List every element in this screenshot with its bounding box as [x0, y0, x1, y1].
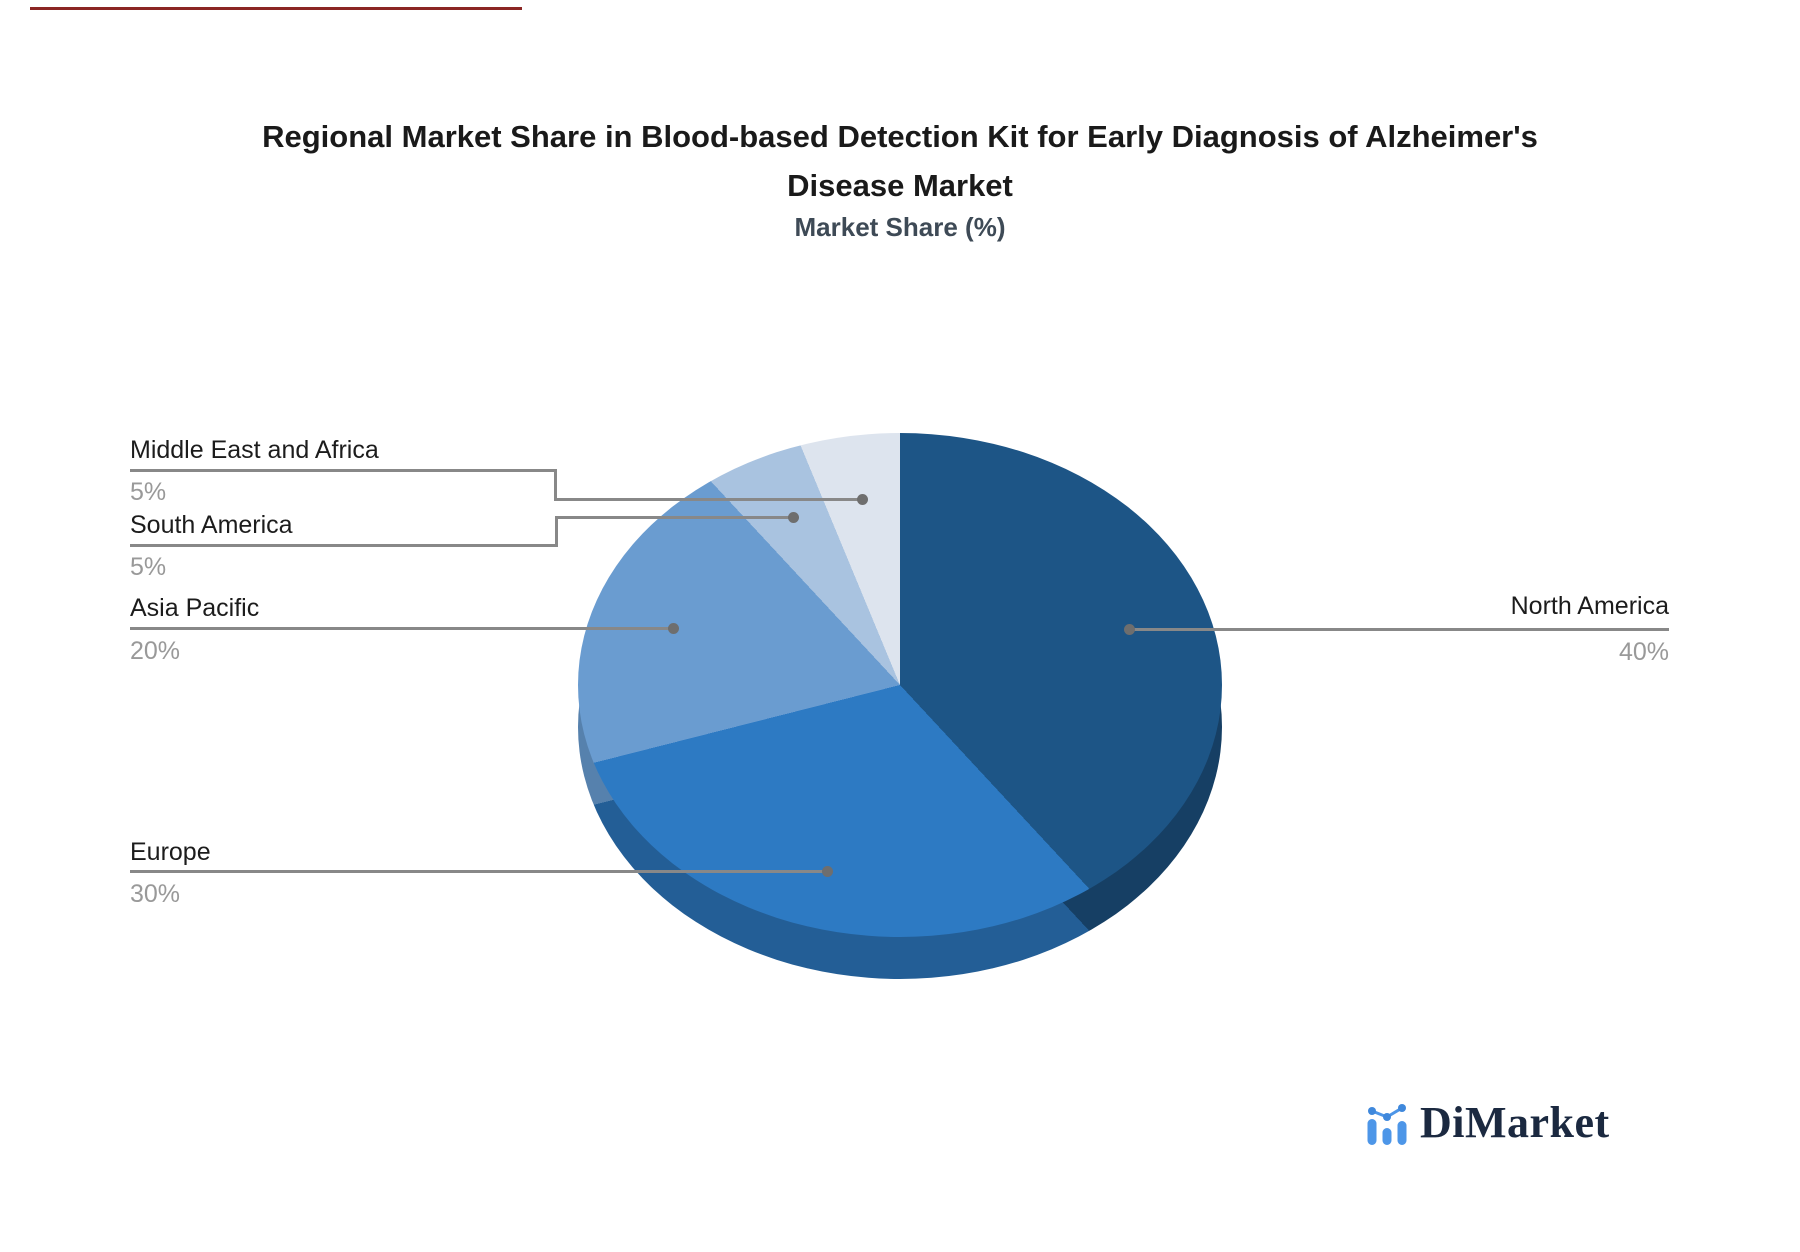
slice-label: Europe — [130, 838, 211, 866]
leader-line — [130, 627, 673, 630]
slice-label: Asia Pacific — [130, 594, 260, 622]
slice-value: 20% — [130, 637, 181, 665]
leader-dot — [1124, 624, 1135, 635]
chart-title: Regional Market Share in Blood-based Det… — [0, 112, 1800, 210]
slice-value: 5% — [130, 553, 167, 581]
leader-line — [130, 870, 827, 873]
chart-title-line2: Disease Market — [787, 168, 1013, 203]
leader-line — [558, 516, 793, 519]
dimarket-logo: DiMarket — [1365, 1100, 1610, 1146]
leader-line — [1129, 628, 1669, 631]
leader-line — [130, 469, 557, 472]
leader-line — [557, 498, 862, 501]
leader-line — [554, 469, 557, 501]
chart-title-line1: Regional Market Share in Blood-based Det… — [262, 119, 1538, 154]
bar-chart-icon — [1367, 1104, 1407, 1145]
slice-value: 40% — [1618, 638, 1669, 666]
slice-label: North America — [1510, 592, 1669, 620]
pie-top-surface — [578, 433, 1222, 937]
leader-line — [555, 516, 558, 547]
slice-value: 5% — [130, 478, 167, 506]
slice-value: 30% — [130, 880, 181, 908]
leader-line — [130, 544, 558, 547]
slice-label: Middle East and Africa — [130, 436, 379, 464]
leader-dot — [822, 866, 833, 877]
top-accent-line — [30, 7, 522, 10]
leader-dot — [668, 623, 679, 634]
slice-label: South America — [130, 511, 293, 539]
leader-dot — [788, 512, 799, 523]
leader-dot — [857, 494, 868, 505]
chart-subtitle: Market Share (%) — [794, 212, 1006, 242]
logo-text: DiMarket — [1420, 1098, 1610, 1147]
